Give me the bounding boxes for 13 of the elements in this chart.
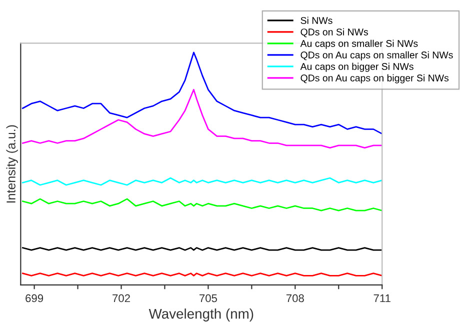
y-axis-title: Intensity (a.u.) [6, 125, 18, 202]
legend-label: Au caps on bigger Si NWs [300, 62, 414, 72]
legend-label: QDs on Au caps on bigger Si NWs [300, 74, 449, 84]
x-tick-label: 705 [200, 294, 218, 302]
x-tick-label: 708 [286, 294, 304, 302]
x-tick-label: 702 [112, 294, 130, 302]
legend-label: Si NWs [300, 16, 332, 24]
legend-label: Au caps on smaller Si NWs [300, 40, 418, 49]
x-tick-label: 699 [26, 294, 44, 302]
x-tick-label: 711 [374, 294, 390, 302]
legend-label: QDs on Au caps on smaller Si NWs [300, 51, 453, 60]
x-axis-title: Wavelength (nm) [148, 308, 254, 322]
legend-label: QDs on Si NWs [300, 28, 368, 38]
